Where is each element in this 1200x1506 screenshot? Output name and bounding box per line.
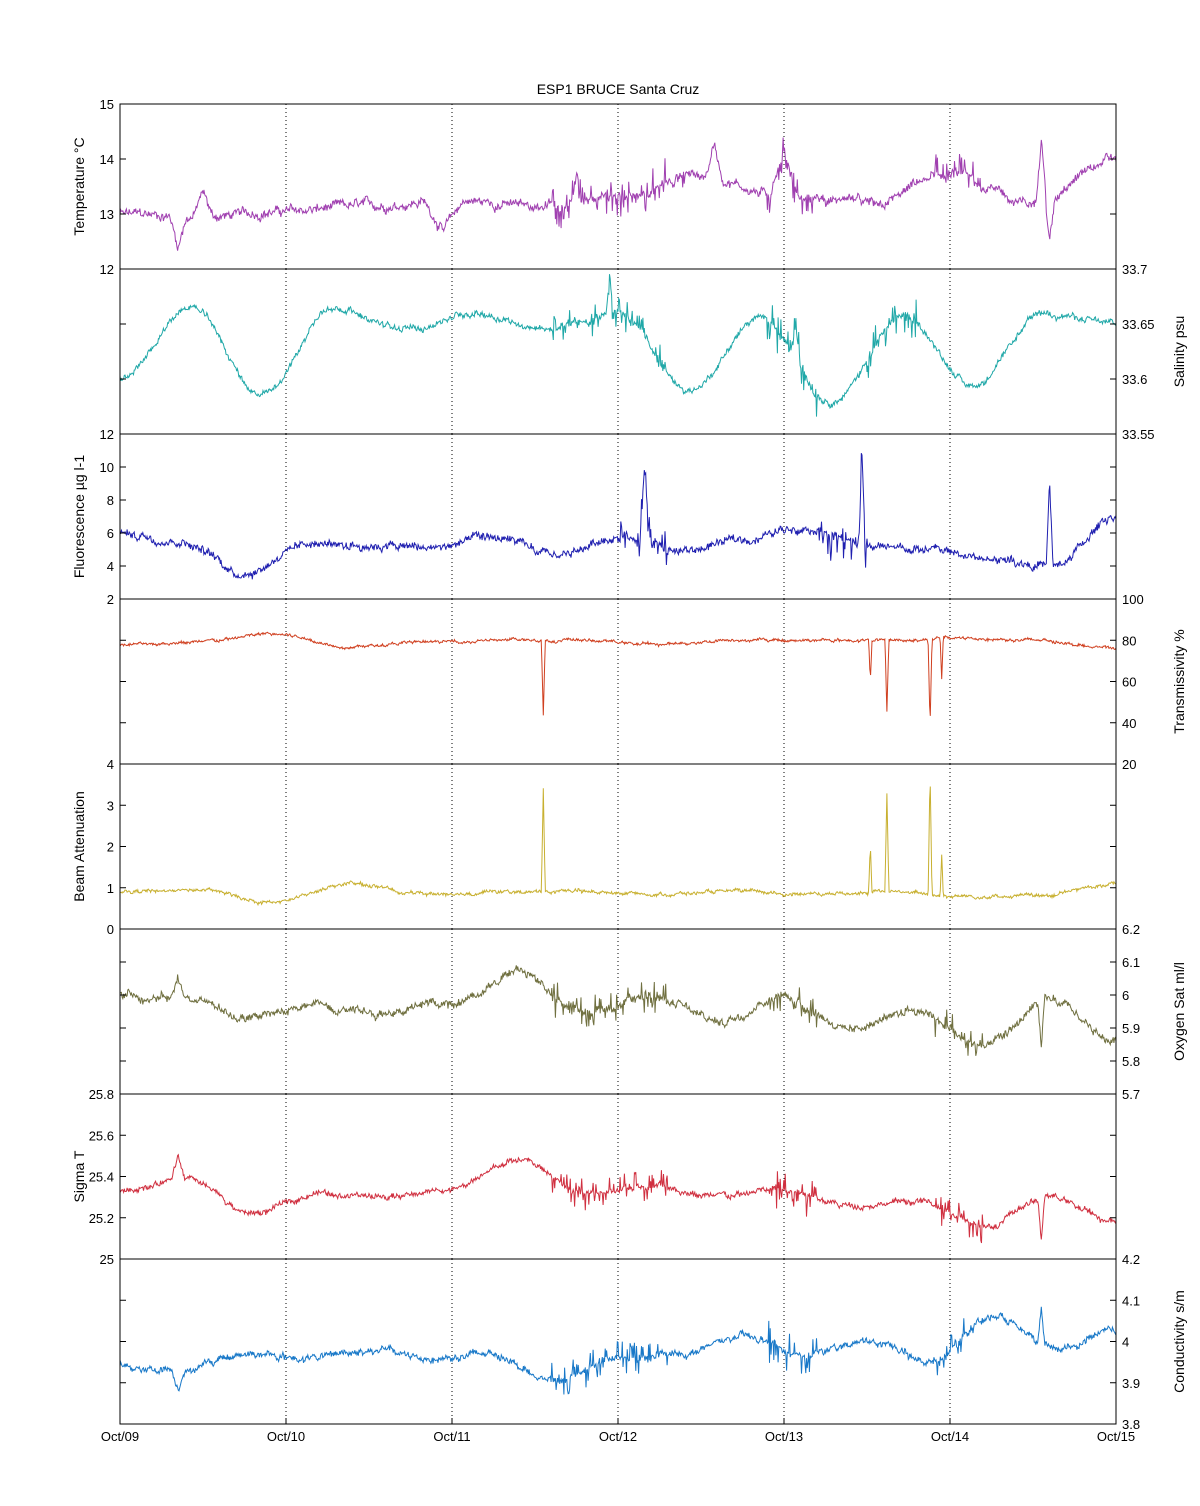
y-tick-label: 2: [107, 840, 114, 855]
panel-transmissivity: 20 40 60 80 100 Transmissivity %: [119, 592, 1187, 772]
y-tick-label: 10: [100, 460, 114, 475]
y-tick-label: 4.2: [1122, 1252, 1140, 1267]
x-tick-label: Oct/14: [931, 1429, 969, 1444]
y-tick-label: 3.8: [1122, 1417, 1140, 1432]
y-tick-label: 8: [107, 493, 114, 508]
series-line-oxygen-sat: [119, 965, 1117, 1056]
y-tick-label: 25.2: [89, 1211, 114, 1226]
y-tick-label: 40: [1122, 716, 1136, 731]
y-tick-label: 20: [1122, 757, 1136, 772]
panel-oxygen-sat: 5.7 5.8 5.9 6 6.1 6.2 Oxygen Sat ml/l: [119, 922, 1187, 1102]
panel-salinity: 33.55 33.6 33.65 33.7 Salinity psu: [119, 262, 1187, 442]
y-tick-label: 4: [107, 757, 114, 772]
y-axis-label: Salinity psu: [1171, 316, 1187, 388]
y-tick-label: 2: [107, 592, 114, 607]
chart-title: ESP1 BRUCE Santa Cruz: [537, 81, 700, 97]
y-tick-label: 100: [1122, 592, 1144, 607]
x-tick-label: Oct/10: [267, 1429, 305, 1444]
series-line-salinity: [119, 274, 1117, 417]
y-axis-label: Conductivity s/m: [1171, 1290, 1187, 1393]
y-tick-label: 3: [107, 798, 114, 813]
y-axis-label: Beam Attenuation: [71, 791, 87, 902]
panel-sigma-t: 25 25.2 25.4 25.6 25.8 Sigma T: [71, 1087, 1117, 1267]
y-tick-label: 33.6: [1122, 372, 1147, 387]
y-tick-label: 25.6: [89, 1128, 114, 1143]
series-line-conductivity: [119, 1306, 1117, 1395]
y-tick-label: 15: [100, 97, 114, 112]
panel-beam-attenuation: 0 1 2 3 4 Beam Attenuation: [71, 757, 1117, 937]
y-axis-label: Transmissivity %: [1171, 629, 1187, 734]
y-tick-label: 6: [107, 526, 114, 541]
y-tick-label: 14: [100, 152, 114, 167]
y-tick-label: 25: [100, 1252, 114, 1267]
y-tick-label: 4: [1122, 1335, 1129, 1350]
series-line-temperature: [119, 137, 1117, 251]
y-tick-label: 25.8: [89, 1087, 114, 1102]
y-tick-label: 5.8: [1122, 1054, 1140, 1069]
y-axis-label: Fluorescence µg l-1: [71, 455, 87, 578]
y-tick-label: 4: [107, 559, 114, 574]
y-tick-label: 5.9: [1122, 1021, 1140, 1036]
y-axis-label: Oxygen Sat ml/l: [1171, 962, 1187, 1061]
x-tick-label: Oct/12: [599, 1429, 637, 1444]
y-tick-label: 60: [1122, 675, 1136, 690]
y-tick-label: 3.9: [1122, 1376, 1140, 1391]
y-axis-label: Sigma T: [71, 1150, 87, 1202]
panel-temperature: 12 13 14 15 Temperature °C: [71, 97, 1117, 277]
y-tick-label: 1: [107, 881, 114, 896]
y-tick-label: 5.7: [1122, 1087, 1140, 1102]
y-tick-label: 13: [100, 207, 114, 222]
series-line-fluorescence: [119, 453, 1117, 580]
series-line-transmissivity: [119, 631, 1117, 716]
y-tick-label: 6: [1122, 988, 1129, 1003]
y-tick-label: 25.4: [89, 1170, 114, 1185]
panel-fluorescence: 2 4 6 8 10 12 Fluorescence µg l-1: [71, 427, 1117, 607]
y-tick-label: 33.55: [1122, 427, 1155, 442]
x-axis: Oct/09 Oct/10 Oct/11 Oct/12 Oct/13 Oct/14 Oct/…: [101, 1418, 1135, 1444]
y-tick-label: 12: [100, 262, 114, 277]
x-tick-label: Oct/13: [765, 1429, 803, 1444]
y-tick-label: 80: [1122, 633, 1136, 648]
series-line-sigma-t: [119, 1153, 1117, 1244]
y-tick-label: 33.7: [1122, 262, 1147, 277]
y-tick-label: 12: [100, 427, 114, 442]
y-tick-label: 6.2: [1122, 922, 1140, 937]
y-axis-label: Temperature °C: [71, 137, 87, 235]
y-tick-label: 4.1: [1122, 1293, 1140, 1308]
y-tick-label: 33.65: [1122, 317, 1155, 332]
x-tick-label: Oct/11: [433, 1429, 470, 1444]
series-line-beam-attenuation: [119, 786, 1117, 907]
x-tick-label: Oct/09: [101, 1429, 139, 1444]
panel-conductivity: 3.8 3.9 4 4.1 4.2 Conductivity s/m: [119, 1252, 1187, 1432]
y-tick-label: 0: [107, 922, 114, 937]
y-tick-label: 6.1: [1122, 955, 1140, 970]
x-tick-label: Oct/15: [1097, 1429, 1135, 1444]
